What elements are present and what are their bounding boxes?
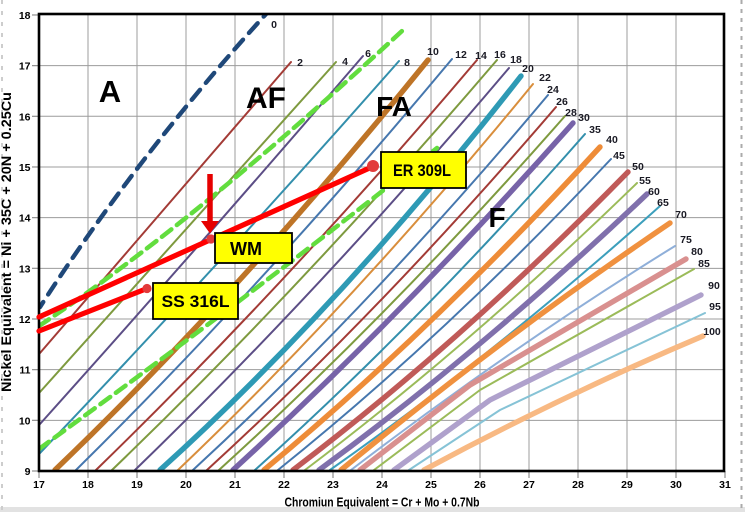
svg-text:26: 26 [556, 96, 568, 108]
svg-text:100: 100 [703, 326, 721, 338]
svg-text:18: 18 [19, 10, 31, 22]
svg-text:22: 22 [278, 479, 290, 491]
svg-text:85: 85 [698, 258, 710, 270]
svg-text:2: 2 [297, 57, 303, 69]
svg-text:95: 95 [709, 301, 721, 313]
svg-text:28: 28 [572, 479, 584, 491]
svg-text:27: 27 [523, 479, 535, 491]
svg-text:A: A [99, 74, 121, 109]
svg-text:29: 29 [621, 479, 633, 491]
svg-text:ER 309L: ER 309L [393, 161, 451, 180]
svg-text:24: 24 [547, 84, 559, 96]
svg-text:25: 25 [425, 479, 437, 491]
svg-text:Chromiun Equivalent = Cr + Mo: Chromiun Equivalent = Cr + Mo + 0.7Nb [285, 495, 480, 510]
svg-text:18: 18 [82, 479, 94, 491]
svg-text:22: 22 [539, 72, 551, 84]
svg-text:14: 14 [475, 50, 487, 62]
svg-text:24: 24 [376, 479, 388, 491]
svg-text:10: 10 [427, 46, 439, 58]
svg-text:17: 17 [19, 61, 31, 73]
svg-text:26: 26 [474, 479, 486, 491]
svg-text:18: 18 [510, 54, 522, 66]
svg-text:AF: AF [246, 82, 286, 115]
svg-text:35: 35 [589, 124, 601, 136]
svg-text:45: 45 [613, 150, 625, 162]
svg-text:40: 40 [606, 134, 618, 146]
svg-text:23: 23 [327, 479, 339, 491]
svg-text:20: 20 [180, 479, 192, 491]
svg-text:WM: WM [230, 239, 262, 259]
svg-text:75: 75 [680, 234, 692, 246]
svg-text:12: 12 [19, 314, 31, 326]
svg-text:Nickel Equivalent = Ni + 35C +: Nickel Equivalent = Ni + 35C + 20N + 0.2… [0, 92, 14, 392]
svg-text:15: 15 [19, 162, 31, 174]
svg-text:17: 17 [33, 479, 45, 491]
svg-text:19: 19 [131, 479, 143, 491]
svg-text:F: F [488, 202, 505, 233]
svg-text:65: 65 [657, 197, 669, 209]
svg-text:31: 31 [719, 479, 731, 491]
svg-text:16: 16 [19, 111, 31, 123]
svg-text:10: 10 [19, 415, 31, 427]
svg-text:FA: FA [376, 91, 412, 122]
svg-text:SS 316L: SS 316L [162, 292, 230, 311]
svg-text:30: 30 [670, 479, 682, 491]
svg-text:28: 28 [565, 107, 577, 119]
svg-text:20: 20 [522, 63, 534, 75]
svg-text:9: 9 [25, 466, 31, 478]
svg-text:70: 70 [675, 209, 687, 221]
svg-text:13: 13 [19, 263, 31, 275]
svg-text:11: 11 [19, 365, 30, 377]
svg-text:30: 30 [578, 112, 590, 124]
svg-text:4: 4 [342, 56, 348, 68]
svg-text:80: 80 [691, 246, 703, 258]
svg-text:21: 21 [229, 479, 241, 491]
svg-text:55: 55 [639, 175, 651, 187]
svg-text:16: 16 [494, 49, 506, 61]
svg-text:60: 60 [648, 186, 660, 198]
svg-text:12: 12 [455, 49, 467, 61]
svg-text:8: 8 [404, 57, 410, 69]
svg-text:14: 14 [19, 213, 31, 225]
svg-text:6: 6 [365, 48, 371, 60]
svg-text:0: 0 [271, 19, 277, 31]
svg-text:90: 90 [708, 280, 720, 292]
svg-text:50: 50 [632, 161, 644, 173]
